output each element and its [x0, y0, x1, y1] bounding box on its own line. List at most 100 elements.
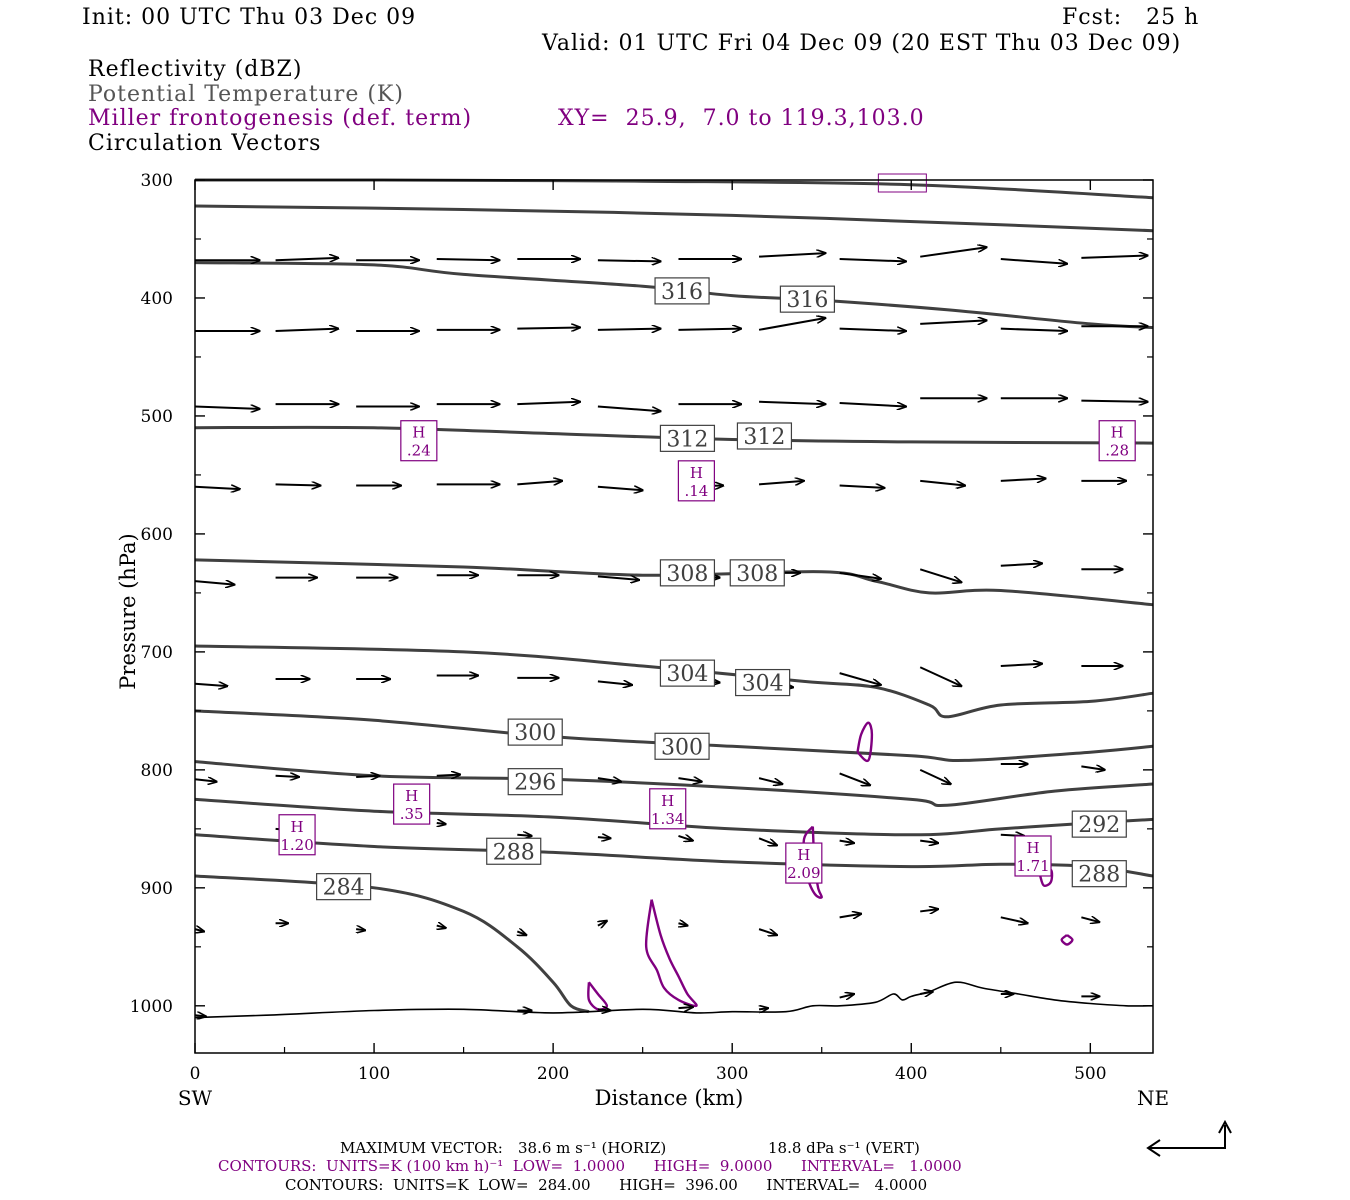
circulation-vector [759, 402, 825, 404]
contour-caption-theta: CONTOURS: UNITS=K LOW= 284.00 HIGH= 396.… [285, 1176, 928, 1194]
frontogenesis-high-marker: H [690, 464, 703, 482]
circulation-vector [1081, 917, 1099, 922]
circulation-vector [597, 405, 661, 412]
vector-caption-vert: 18.8 dPa s⁻¹ (VERT) [768, 1139, 920, 1157]
circulation-vector [839, 841, 854, 843]
theta-label: 284 [323, 876, 365, 901]
circulation-vector [1000, 916, 1028, 923]
frontogenesis-high-marker: H [1111, 424, 1124, 442]
circulation-vector [597, 576, 639, 580]
circulation-vector [839, 401, 906, 407]
y-tick-label: 800 [141, 761, 173, 781]
circulation-vector [920, 909, 938, 911]
y-axis-label: Pressure (hPa) [116, 533, 140, 689]
frontogenesis-high-box [400, 420, 438, 462]
frontogenesis-high-box [1098, 420, 1136, 462]
circulation-vector [920, 841, 938, 843]
y-tick-label: 1000 [130, 997, 173, 1017]
circulation-vector [598, 921, 607, 926]
circulation-vector [597, 837, 611, 838]
theta-label-box [507, 768, 563, 796]
theta-label: 300 [514, 721, 556, 746]
theta-contour-292 [194, 797, 1154, 837]
theta-label-box [659, 559, 716, 587]
theta-label: 316 [661, 280, 703, 305]
field-miller: Miller frontogenesis (def. term) [88, 106, 473, 131]
theta-contour-312 [194, 425, 1154, 445]
circulation-vector [678, 836, 692, 841]
theta-contour-318 [194, 204, 1154, 233]
theta-label: 308 [666, 562, 708, 587]
frontogenesis-high-value: 1.34 [651, 810, 684, 828]
theta-label-box [507, 718, 563, 746]
circulation-vector [839, 259, 906, 261]
circulation-vector [194, 1015, 206, 1016]
circulation-vector [275, 484, 321, 485]
circulation-vector [758, 777, 782, 784]
circulation-vector [436, 775, 460, 776]
theta-label-box [729, 559, 785, 587]
theta-label: 300 [661, 735, 703, 760]
theta-contour-284 [194, 874, 590, 1014]
cross-section-xy: XY= 25.9, 7.0 to 119.3,103.0 [558, 106, 925, 131]
frontogenesis-high-box [785, 842, 823, 884]
circulation-vector [758, 481, 804, 485]
contour-caption-frontogenesis: CONTOURS: UNITS=K (100 km h)⁻¹ LOW= 1.00… [218, 1157, 962, 1175]
frontogenesis-contour [1060, 934, 1074, 946]
y-tick-label: 500 [141, 407, 173, 427]
circulation-vector [920, 247, 986, 258]
frontogenesis-high-marker: H [797, 846, 810, 864]
frontogenesis-high-marker: H [291, 818, 304, 836]
circulation-vector [1000, 664, 1042, 666]
circulation-vector [275, 776, 299, 777]
reference-vector-arrowheads [1146, 1119, 1232, 1157]
circulation-vector [1000, 563, 1042, 565]
theta-contour-308 [194, 558, 1154, 607]
theta-label: 296 [514, 771, 556, 796]
frontogenesis-high-value: .28 [1105, 442, 1129, 460]
circulation-vector [517, 835, 531, 836]
x-tick-label: 200 [537, 1064, 569, 1084]
x-tick-label: 400 [895, 1064, 927, 1084]
forecast-hour: Fcst: 25 h [1062, 5, 1200, 30]
theta-label: 288 [1078, 863, 1120, 888]
right-end-label: NE [1137, 1086, 1169, 1110]
circulation-vector [678, 778, 701, 782]
theta-label-box [659, 424, 716, 452]
init-time: Init: 00 UTC Thu 03 Dec 09 [82, 5, 417, 30]
y-tick-label: 400 [141, 289, 173, 309]
theta-label-box [659, 659, 716, 687]
theta-label: 308 [736, 562, 778, 587]
circulation-vector [194, 581, 234, 585]
frontogenesis-high-box [278, 814, 316, 856]
circulation-vector [1081, 256, 1147, 258]
circulation-vector [1081, 401, 1147, 402]
theta-label-box [486, 837, 542, 865]
circulation-vector [437, 823, 446, 824]
circulation-vector [759, 1008, 768, 1009]
circulation-vector [356, 929, 365, 930]
theta-label: 288 [493, 840, 535, 865]
theta-label: 304 [742, 672, 784, 697]
theta-label: 292 [1078, 813, 1120, 838]
circulation-vector [920, 479, 965, 486]
frontogenesis-contour [644, 899, 698, 1008]
theta-label: 304 [666, 662, 708, 687]
circulation-vector [597, 329, 661, 330]
theta-contour-304 [194, 644, 1154, 719]
theta-label-box [736, 422, 793, 450]
y-tick-label: 300 [141, 171, 173, 191]
theta-label-box [654, 732, 710, 760]
reference-vector-arrow [1148, 1125, 1226, 1149]
frontogenesis-partial-box [877, 173, 927, 193]
circulation-vector [356, 776, 379, 777]
frontogenesis-contour [856, 721, 874, 763]
x-tick-label: 0 [190, 1064, 201, 1084]
theta-label: 316 [786, 288, 828, 313]
circulation-vector [678, 923, 687, 925]
circulation-vector [920, 320, 986, 325]
circulation-vector [920, 992, 933, 994]
circulation-vector [194, 684, 227, 686]
frontogenesis-contour [587, 981, 609, 1011]
